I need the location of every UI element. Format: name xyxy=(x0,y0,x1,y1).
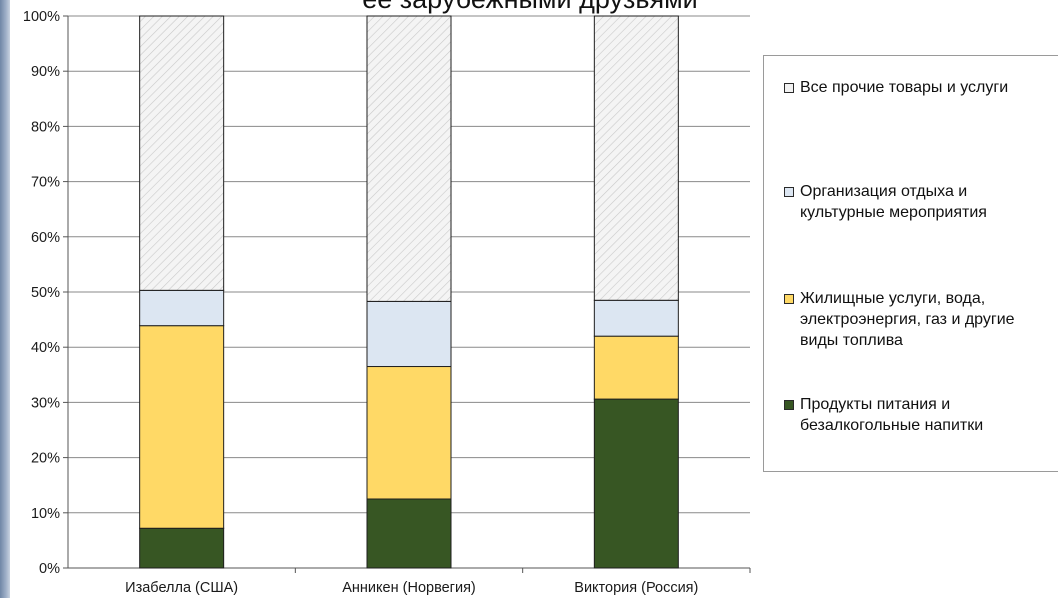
legend-label-housing: Жилищные услуги, вода, электроэнергия, г… xyxy=(800,290,1015,349)
bar-segment xyxy=(366,15,452,302)
y-tick-label: 100% xyxy=(23,9,60,25)
y-tick-label: 0% xyxy=(39,561,60,577)
y-tick-label: 10% xyxy=(31,506,60,522)
y-tick-label: 80% xyxy=(31,119,60,135)
bars xyxy=(139,15,679,569)
slide-left-edge xyxy=(0,0,10,598)
legend-label-other: Все прочие товары и услуги xyxy=(800,79,1009,96)
x-tick-label: Анникен (Норвегия) xyxy=(342,580,476,596)
y-tick-label: 60% xyxy=(31,230,60,246)
bar-segment xyxy=(139,527,225,569)
legend-label-recreation: Организация отдыха и культурные мероприя… xyxy=(800,183,987,221)
x-axis-ticks: Изабелла (США) Анникен (Норвегия) Виктория… xyxy=(125,580,698,596)
bar-segment xyxy=(593,335,679,400)
bar-segment xyxy=(366,366,452,500)
y-axis-ticks: 0% 10% 20% 30% 40% 50% 60% 70% 80% 90% 100% xyxy=(23,9,60,577)
legend: Все прочие товары и услуги Организация о… xyxy=(763,55,1058,472)
y-tick-label: 20% xyxy=(31,451,60,467)
bar-segment xyxy=(139,15,225,291)
y-tick-label: 70% xyxy=(31,175,60,191)
x-tick-label: Изабелла (США) xyxy=(125,580,238,596)
bar-segment xyxy=(366,300,452,368)
y-tick-label: 50% xyxy=(31,285,60,301)
legend-swatch-housing xyxy=(784,294,794,304)
bar-segment xyxy=(366,498,452,569)
x-tick-label: Виктория (Россия) xyxy=(574,580,698,596)
bar-segment xyxy=(139,289,225,327)
y-tick-label: 90% xyxy=(31,64,60,80)
legend-swatch-other xyxy=(784,83,794,93)
legend-label-food: Продукты питания и безалкогольные напитк… xyxy=(800,396,984,434)
bar-segment xyxy=(593,299,679,337)
y-tick-label: 30% xyxy=(31,395,60,411)
legend-swatch-food xyxy=(784,400,794,410)
bar-segment xyxy=(593,398,679,569)
stacked-bar-chart: 0% 10% 20% 30% 40% 50% 60% 70% 80% 90% 100% Изабел… xyxy=(23,9,751,596)
legend-swatch-recreation xyxy=(784,187,794,197)
chart-title: ее зарубежными друзьями xyxy=(250,0,810,15)
bar-segment xyxy=(593,15,679,301)
bar-segment xyxy=(139,325,225,529)
y-tick-label: 40% xyxy=(31,340,60,356)
